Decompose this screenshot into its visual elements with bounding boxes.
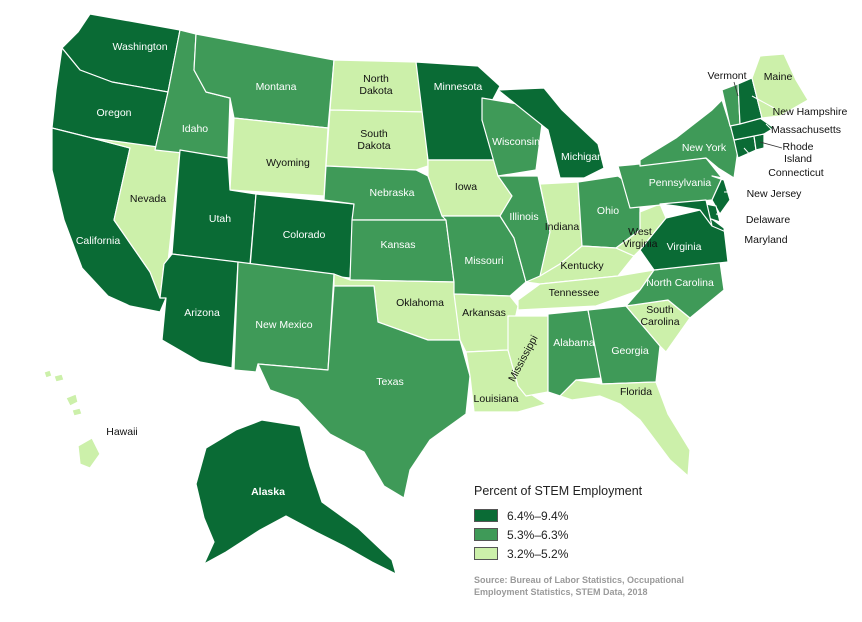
legend-swatch-low — [474, 547, 498, 560]
state-label-wisconsin: Wisconsin — [492, 136, 540, 148]
state-label-colorado: Colorado — [283, 229, 326, 241]
state-label-indiana: Indiana — [545, 221, 580, 233]
state-rhode-island — [753, 133, 765, 151]
state-label-iowa: Iowa — [455, 181, 477, 193]
state-label-tennessee: Tennessee — [549, 287, 600, 299]
state-label-connecticut: Connecticut — [768, 167, 824, 179]
state-label-north-carolina: North Carolina — [646, 277, 714, 289]
state-new-mexico — [233, 261, 335, 373]
state-label-alabama: Alabama — [553, 337, 595, 349]
state-label-arizona: Arizona — [184, 307, 220, 319]
state-label-south-carolina: South Carolina — [640, 304, 679, 328]
legend-label-high: 6.4%–9.4% — [507, 508, 569, 523]
state-label-texas: Texas — [376, 376, 403, 388]
state-south-dakota — [325, 109, 429, 171]
state-maryland — [659, 199, 713, 227]
state-label-georgia: Georgia — [611, 345, 649, 357]
state-label-nebraska: Nebraska — [370, 187, 415, 199]
legend-title: Percent of STEM Employment — [474, 484, 643, 498]
state-label-wyoming: Wyoming — [266, 157, 310, 169]
state-label-montana: Montana — [256, 81, 297, 93]
state-new-jersey — [711, 175, 731, 215]
state-label-idaho: Idaho — [182, 123, 208, 135]
state-texas — [257, 285, 471, 499]
legend-label-low: 3.2%–5.2% — [507, 546, 569, 561]
state-label-ohio: Ohio — [597, 205, 619, 217]
state-label-alaska: Alaska — [251, 486, 285, 498]
state-label-hawaii: Hawaii — [106, 426, 138, 438]
state-label-north-dakota: North Dakota — [359, 73, 392, 97]
legend-swatch-high — [474, 509, 498, 522]
state-west-virginia — [615, 203, 667, 257]
state-kansas — [349, 219, 455, 283]
state-arizona — [159, 253, 239, 369]
state-label-new-jersey: New Jersey — [747, 188, 803, 200]
state-florida — [559, 379, 691, 477]
state-label-california: California — [76, 235, 121, 247]
state-label-utah: Utah — [209, 213, 231, 225]
state-label-new-york: New York — [682, 142, 727, 154]
state-label-oregon: Oregon — [96, 107, 131, 119]
state-label-kentucky: Kentucky — [560, 260, 604, 272]
state-michigan — [497, 87, 605, 179]
state-label-minnesota: Minnesota — [434, 81, 483, 93]
state-label-michigan: Michigan — [561, 151, 603, 163]
state-label-maine: Maine — [764, 71, 793, 83]
state-label-maryland: Maryland — [744, 234, 787, 246]
state-label-new-hampshire: New Hampshire — [773, 106, 848, 118]
state-label-massachusetts: Massachusetts — [771, 124, 841, 136]
state-maine — [751, 53, 809, 119]
legend-item-low: 3.2%–5.2% — [474, 544, 774, 563]
state-label-arkansas: Arkansas — [462, 307, 506, 319]
state-hawaii — [43, 369, 101, 469]
state-label-nevada: Nevada — [130, 193, 166, 205]
source-note: Source: Bureau of Labor Statistics, Occu… — [474, 575, 685, 597]
state-label-kansas: Kansas — [380, 239, 415, 251]
state-label-virginia: Virginia — [667, 241, 702, 253]
legend-item-high: 6.4%–9.4% — [474, 506, 774, 525]
legend-swatch-mid — [474, 528, 498, 541]
state-label-louisiana: Louisiana — [474, 393, 519, 405]
state-label-washington: Washington — [112, 41, 167, 53]
state-alaska — [195, 419, 397, 575]
state-label-delaware: Delaware — [746, 214, 791, 226]
legend: Percent of STEM Employment 6.4%–9.4% 5.3… — [474, 484, 774, 563]
state-label-new-mexico: New Mexico — [255, 319, 312, 331]
state-label-oklahoma: Oklahoma — [396, 297, 444, 309]
legend-item-mid: 5.3%–6.3% — [474, 525, 774, 544]
state-new-york — [639, 99, 739, 179]
state-label-illinois: Illinois — [509, 211, 538, 223]
state-label-florida: Florida — [620, 386, 652, 398]
state-label-vermont: Vermont — [707, 70, 746, 82]
state-label-pennsylvania: Pennsylvania — [649, 177, 712, 189]
state-label-south-dakota: South Dakota — [357, 128, 390, 152]
state-label-rhode-island: Rhode Island — [783, 141, 814, 165]
legend-label-mid: 5.3%–6.3% — [507, 527, 569, 542]
state-label-west-virginia: West Virginia — [623, 226, 658, 250]
state-label-missouri: Missouri — [464, 255, 503, 267]
